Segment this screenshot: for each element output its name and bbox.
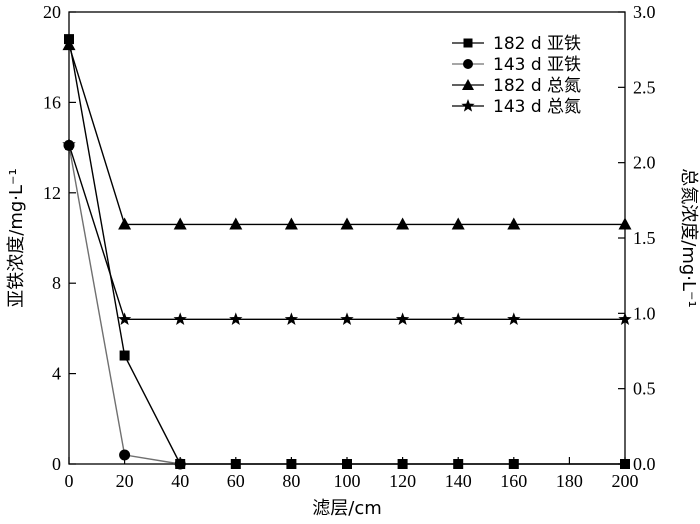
legend-marker-triangle [462,79,474,90]
point-s3-5 [340,312,354,326]
y-right-tick-label-5: 2.5 [633,77,656,97]
y-right-tick-label-6: 3.0 [633,2,656,22]
y-right-axis-title: 总氮浓度/mg·L⁻¹ [678,168,699,308]
point-s3-4 [284,312,299,326]
x-tick-label-2: 40 [171,471,189,491]
x-axis-ticks: 0 20 40 60 80 100 120 140 160 180 200 [65,457,639,491]
x-tick-label-3: 60 [227,471,245,491]
x-tick-label-4: 80 [282,471,300,491]
y-left-tick-label-5: 20 [43,2,61,22]
legend: 182 d 亚铁 143 d 亚铁 182 d 总氮 143 d 总氮 [452,34,581,117]
x-tick-label-9: 180 [556,471,583,491]
point-s2-3 [229,217,243,230]
point-s1-1 [119,449,131,461]
series-3 [62,137,632,326]
y-left-tick-label-1: 4 [52,364,61,384]
point-s3-1 [117,312,132,326]
x-tick-label-7: 140 [445,471,472,491]
point-s3-3 [229,312,243,326]
series-layer [62,34,632,470]
point-s0-3 [230,459,241,469]
point-s0-6 [397,459,408,469]
point-s3-7 [451,312,465,326]
point-s3-8 [507,312,521,326]
legend-label-2: 182 d 总氮 [493,76,581,96]
x-axis-title: 滤层/cm [312,498,382,519]
series-1 [63,139,186,470]
legend-marker-circle [463,59,473,69]
point-s3-9 [618,312,632,326]
y-left-tick-label-2: 8 [52,273,61,293]
legend-item-0: 182 d 亚铁 [452,34,581,54]
series-line-3 [68,144,625,321]
y-right-tick-label-1: 0.5 [633,379,656,399]
series-line-1 [68,145,181,465]
y-right-tick-label-3: 1.5 [633,228,656,248]
legend-marker-square [463,38,473,48]
y-left-tick-label-3: 12 [43,183,61,203]
x-tick-label-8: 160 [500,471,527,491]
point-s1-2 [174,458,186,470]
point-s0-7 [453,459,464,469]
y-right-tick-label-0: 0.0 [633,454,656,474]
series-2 [62,38,632,230]
legend-label-3: 143 d 总氮 [493,97,581,117]
point-s2-4 [284,217,298,230]
legend-item-2: 182 d 总氮 [452,76,581,96]
x-tick-label-0: 0 [65,471,74,491]
point-s2-8 [507,217,521,230]
x-tick-label-10: 200 [612,471,639,491]
x-tick-label-6: 120 [389,471,416,491]
x-tick-label-5: 100 [334,471,361,491]
legend-item-1: 143 d 亚铁 [452,55,581,75]
point-s0-8 [508,459,519,469]
series-line-0 [68,38,625,465]
point-s2-7 [451,217,465,230]
point-s2-5 [340,217,354,230]
point-s2-0 [62,38,76,51]
y-left-axis-title: 亚铁浓度/mg·L⁻¹ [6,168,27,308]
x-tick-label-1: 20 [116,471,134,491]
point-s3-0 [62,137,76,151]
legend-label-0: 182 d 亚铁 [493,34,581,54]
point-s2-6 [396,217,410,230]
point-s0-4 [286,459,297,469]
legend-item-3: 143 d 总氮 [452,97,581,117]
y-left-tick-label-0: 0 [52,454,61,474]
point-s2-1 [118,217,132,230]
point-s3-6 [395,312,410,326]
legend-marker-star [461,99,475,112]
point-s0-1 [119,350,130,361]
y-right-tick-label-4: 2.0 [633,153,656,173]
y-right-axis-ticks: 0.0 0.5 1.0 1.5 2.0 2.5 3.0 [618,2,656,474]
y-right-tick-label-2: 1.0 [633,303,656,323]
point-s2-2 [173,217,187,230]
point-s0-5 [342,459,352,469]
y-left-axis-ticks: 0 4 8 12 16 20 [43,2,76,474]
series-line-2 [68,44,625,226]
point-s2-9 [618,217,632,230]
point-s3-2 [173,312,187,326]
point-s0-9 [620,459,630,469]
y-left-tick-label-4: 16 [43,92,61,112]
legend-label-1: 143 d 亚铁 [493,55,581,75]
